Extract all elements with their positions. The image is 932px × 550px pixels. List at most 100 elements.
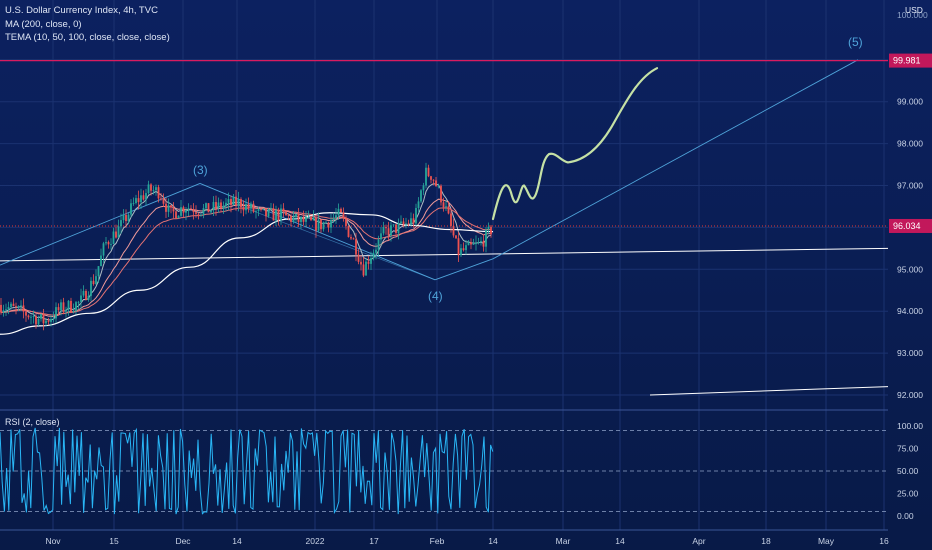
candle-body[interactable] [177,215,180,219]
candle-body[interactable] [232,196,235,206]
candle-body[interactable] [385,227,387,229]
candle-body[interactable] [352,238,355,240]
candle-body[interactable] [445,206,447,208]
candle-body[interactable] [402,221,405,225]
candle-body[interactable] [290,215,292,222]
candle-body[interactable] [422,185,425,191]
candle-body[interactable] [137,198,140,203]
candle-body[interactable] [392,224,395,226]
candle-body[interactable] [32,316,35,317]
candle-body[interactable] [455,235,457,239]
candle-body[interactable] [125,214,127,222]
candle-body[interactable] [182,207,185,213]
candle-body[interactable] [55,307,57,319]
candle-body[interactable] [117,226,120,238]
candle-body[interactable] [435,180,437,187]
candle-body[interactable] [115,231,117,238]
candle-body[interactable] [487,226,490,230]
candle-body[interactable] [332,218,335,221]
candle-body[interactable] [7,306,10,310]
candle-body[interactable] [327,222,330,228]
candle-body[interactable] [360,261,362,265]
candle-body[interactable] [465,245,467,251]
candle-body[interactable] [245,204,247,211]
candle-body[interactable] [437,185,440,187]
candle-body[interactable] [310,216,312,221]
candle-body[interactable] [187,208,190,211]
candle-body[interactable] [160,198,162,200]
candle-body[interactable] [302,216,305,222]
candle-body[interactable] [107,242,110,245]
candle-body[interactable] [255,211,257,212]
candle-body[interactable] [320,219,322,230]
candle-body[interactable] [100,255,102,267]
candle-body[interactable] [65,309,67,312]
candle-body[interactable] [42,314,45,324]
candle-body[interactable] [70,300,72,312]
candle-body[interactable] [345,218,347,226]
candle-body[interactable] [215,202,217,209]
candle-body[interactable] [285,211,287,216]
candle-body[interactable] [362,264,365,276]
candle-body[interactable] [380,233,382,240]
candle-body[interactable] [142,195,145,200]
candle-body[interactable] [405,223,407,225]
candle-body[interactable] [350,236,352,239]
candle-body[interactable] [300,216,302,223]
candle-body[interactable] [457,238,460,256]
candle-body[interactable] [470,242,472,245]
candle-body[interactable] [472,244,475,245]
candle-body[interactable] [67,300,70,310]
candle-body[interactable] [72,311,75,312]
candle-body[interactable] [172,207,175,212]
candle-body[interactable] [322,222,325,230]
candle-body[interactable] [90,280,92,296]
candle-body[interactable] [355,239,357,255]
candle-body[interactable] [92,280,95,285]
candle-body[interactable] [190,208,192,210]
candle-body[interactable] [430,176,432,180]
candle-body[interactable] [75,302,77,312]
tema-indicator-legend[interactable]: TEMA (10, 50, 100, close, close, close) [5,32,170,43]
ma-indicator-legend[interactable]: MA (200, close, 0) [5,19,82,30]
candle-body[interactable] [482,240,485,247]
candle-body[interactable] [412,218,415,224]
candle-body[interactable] [267,208,270,217]
candle-body[interactable] [347,225,350,237]
candle-body[interactable] [97,266,100,277]
candle-body[interactable] [197,213,200,215]
candle-body[interactable] [227,199,230,203]
candle-body[interactable] [112,231,115,245]
candle-body[interactable] [25,311,27,316]
candle-body[interactable] [485,229,487,247]
candle-body[interactable] [240,199,242,208]
candle-body[interactable] [135,198,137,203]
candle-body[interactable] [30,316,32,318]
candle-body[interactable] [77,301,80,303]
candle-body[interactable] [452,225,455,236]
candle-body[interactable] [147,184,150,194]
candle-body[interactable] [325,222,327,224]
rsi-line[interactable] [0,427,494,515]
candle-body[interactable] [262,208,265,210]
candle-body[interactable] [265,208,267,217]
candle-body[interactable] [17,306,20,308]
candle-body[interactable] [237,199,240,206]
candle-body[interactable] [95,276,97,285]
candle-body[interactable] [15,306,17,308]
candle-body[interactable] [157,187,160,199]
candle-body[interactable] [210,210,212,213]
candle-body[interactable] [252,203,255,212]
candle-body[interactable] [242,207,245,211]
candle-body[interactable] [260,209,262,210]
candle-body[interactable] [155,187,157,191]
candle-body[interactable] [365,261,367,276]
candle-body[interactable] [40,314,42,319]
candle-body[interactable] [367,261,370,264]
candle-body[interactable] [287,215,290,217]
candle-body[interactable] [140,195,142,203]
candle-body[interactable] [110,244,112,245]
candle-body[interactable] [105,242,107,244]
candle-body[interactable] [307,216,310,218]
candle-body[interactable] [417,201,420,208]
